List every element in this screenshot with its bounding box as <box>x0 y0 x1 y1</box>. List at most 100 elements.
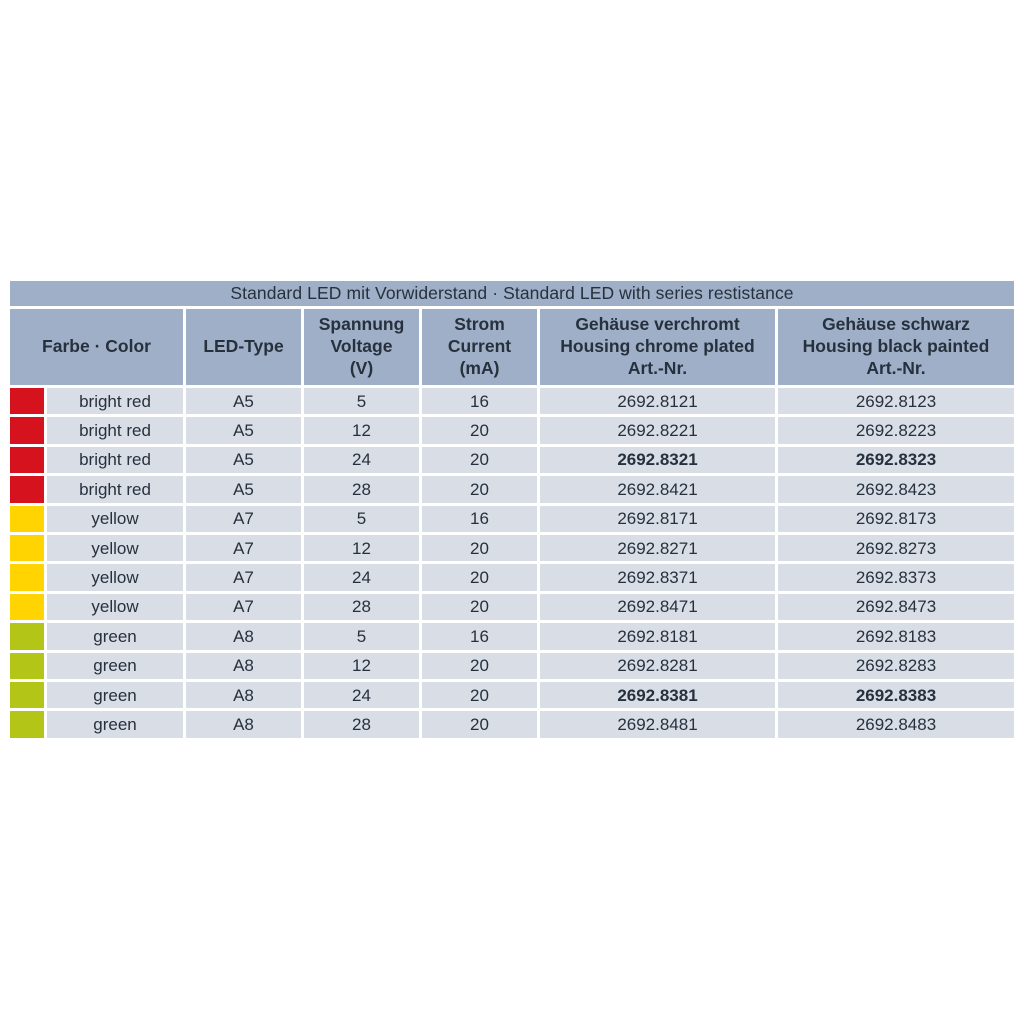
color-name-cell: bright red <box>47 446 183 474</box>
table-body: bright red A5 5 16 2692.8121 2692.8123 b… <box>10 388 1014 738</box>
chrome-artnr-cell: 2692.8421 <box>540 476 775 503</box>
color-name-cell: green <box>47 681 183 709</box>
led-spec-table: Standard LED mit Vorwiderstand · Standar… <box>10 281 1014 738</box>
black-artnr-cell: 2692.8373 <box>778 564 1014 591</box>
led-type-cell: A7 <box>186 534 301 562</box>
led-type-cell: A5 <box>186 446 301 474</box>
black-artnr-cell: 2692.8473 <box>778 593 1014 621</box>
color-swatch <box>10 388 44 415</box>
color-name-cell: bright red <box>47 417 183 444</box>
column-header-farbe-color: Farbe · Color <box>10 309 183 385</box>
chrome-artnr-cell: 2692.8321 <box>540 446 775 474</box>
voltage-cell: 12 <box>304 534 419 562</box>
color-name-cell: yellow <box>47 534 183 562</box>
color-name-cell: green <box>47 652 183 679</box>
led-type-cell: A5 <box>186 417 301 444</box>
current-cell: 20 <box>422 564 537 591</box>
current-cell: 20 <box>422 652 537 679</box>
chrome-artnr-cell: 2692.8121 <box>540 388 775 415</box>
led-type-cell: A5 <box>186 388 301 415</box>
table-title: Standard LED mit Vorwiderstand · Standar… <box>10 281 1014 306</box>
led-type-cell: A7 <box>186 505 301 532</box>
column-header-current: Strom Current (mA) <box>422 309 537 385</box>
black-artnr-cell: 2692.8173 <box>778 505 1014 532</box>
led-type-cell: A7 <box>186 593 301 621</box>
table-row: green A8 5 16 2692.8181 2692.8183 <box>10 623 1014 650</box>
black-artnr-cell: 2692.8283 <box>778 652 1014 679</box>
color-name-cell: green <box>47 623 183 650</box>
voltage-cell: 5 <box>304 388 419 415</box>
chrome-artnr-cell: 2692.8171 <box>540 505 775 532</box>
column-header-black-artnr: Gehäuse schwarz Housing black painted Ar… <box>778 309 1014 385</box>
voltage-cell: 28 <box>304 593 419 621</box>
color-name-cell: yellow <box>47 564 183 591</box>
color-swatch <box>10 534 44 562</box>
voltage-cell: 12 <box>304 417 419 444</box>
current-cell: 20 <box>422 593 537 621</box>
led-type-cell: A8 <box>186 711 301 738</box>
voltage-cell: 12 <box>304 652 419 679</box>
current-cell: 20 <box>422 446 537 474</box>
voltage-cell: 28 <box>304 476 419 503</box>
voltage-cell: 28 <box>304 711 419 738</box>
current-cell: 20 <box>422 476 537 503</box>
voltage-cell: 24 <box>304 446 419 474</box>
led-type-cell: A8 <box>186 652 301 679</box>
chrome-artnr-cell: 2692.8281 <box>540 652 775 679</box>
led-type-cell: A7 <box>186 564 301 591</box>
black-artnr-cell: 2692.8323 <box>778 446 1014 474</box>
table-row: green A8 12 20 2692.8281 2692.8283 <box>10 652 1014 679</box>
black-artnr-cell: 2692.8123 <box>778 388 1014 415</box>
table-row: bright red A5 5 16 2692.8121 2692.8123 <box>10 388 1014 415</box>
current-cell: 20 <box>422 417 537 444</box>
color-swatch <box>10 476 44 503</box>
current-cell: 16 <box>422 623 537 650</box>
color-swatch <box>10 711 44 738</box>
black-artnr-cell: 2692.8223 <box>778 417 1014 444</box>
led-type-cell: A5 <box>186 476 301 503</box>
color-swatch <box>10 623 44 650</box>
column-header-chrome-artnr: Gehäuse verchromt Housing chrome plated … <box>540 309 775 385</box>
black-artnr-cell: 2692.8483 <box>778 711 1014 738</box>
color-swatch <box>10 681 44 709</box>
chrome-artnr-cell: 2692.8221 <box>540 417 775 444</box>
table-row: yellow A7 12 20 2692.8271 2692.8273 <box>10 534 1014 562</box>
color-swatch <box>10 564 44 591</box>
color-swatch <box>10 593 44 621</box>
current-cell: 16 <box>422 505 537 532</box>
color-swatch <box>10 417 44 444</box>
color-name-cell: yellow <box>47 505 183 532</box>
color-name-cell: bright red <box>47 388 183 415</box>
chrome-artnr-cell: 2692.8371 <box>540 564 775 591</box>
table-row: bright red A5 12 20 2692.8221 2692.8223 <box>10 417 1014 444</box>
color-swatch <box>10 505 44 532</box>
chrome-artnr-cell: 2692.8471 <box>540 593 775 621</box>
table-row: yellow A7 5 16 2692.8171 2692.8173 <box>10 505 1014 532</box>
table-row: yellow A7 24 20 2692.8371 2692.8373 <box>10 564 1014 591</box>
chrome-artnr-cell: 2692.8381 <box>540 681 775 709</box>
black-artnr-cell: 2692.8183 <box>778 623 1014 650</box>
chrome-artnr-cell: 2692.8481 <box>540 711 775 738</box>
table-row: bright red A5 24 20 2692.8321 2692.8323 <box>10 446 1014 474</box>
column-header-led-type: LED-Type <box>186 309 301 385</box>
color-name-cell: green <box>47 711 183 738</box>
color-name-cell: yellow <box>47 593 183 621</box>
color-swatch <box>10 446 44 474</box>
voltage-cell: 5 <box>304 505 419 532</box>
led-type-cell: A8 <box>186 623 301 650</box>
black-artnr-cell: 2692.8423 <box>778 476 1014 503</box>
current-cell: 20 <box>422 534 537 562</box>
table-header-row: Farbe · Color LED-Type Spannung Voltage … <box>10 309 1014 385</box>
current-cell: 20 <box>422 711 537 738</box>
color-swatch <box>10 652 44 679</box>
black-artnr-cell: 2692.8273 <box>778 534 1014 562</box>
table-row: bright red A5 28 20 2692.8421 2692.8423 <box>10 476 1014 503</box>
table-row: yellow A7 28 20 2692.8471 2692.8473 <box>10 593 1014 621</box>
current-cell: 20 <box>422 681 537 709</box>
table-row: green A8 28 20 2692.8481 2692.8483 <box>10 711 1014 738</box>
voltage-cell: 24 <box>304 564 419 591</box>
column-header-voltage: Spannung Voltage (V) <box>304 309 419 385</box>
led-type-cell: A8 <box>186 681 301 709</box>
voltage-cell: 24 <box>304 681 419 709</box>
color-name-cell: bright red <box>47 476 183 503</box>
